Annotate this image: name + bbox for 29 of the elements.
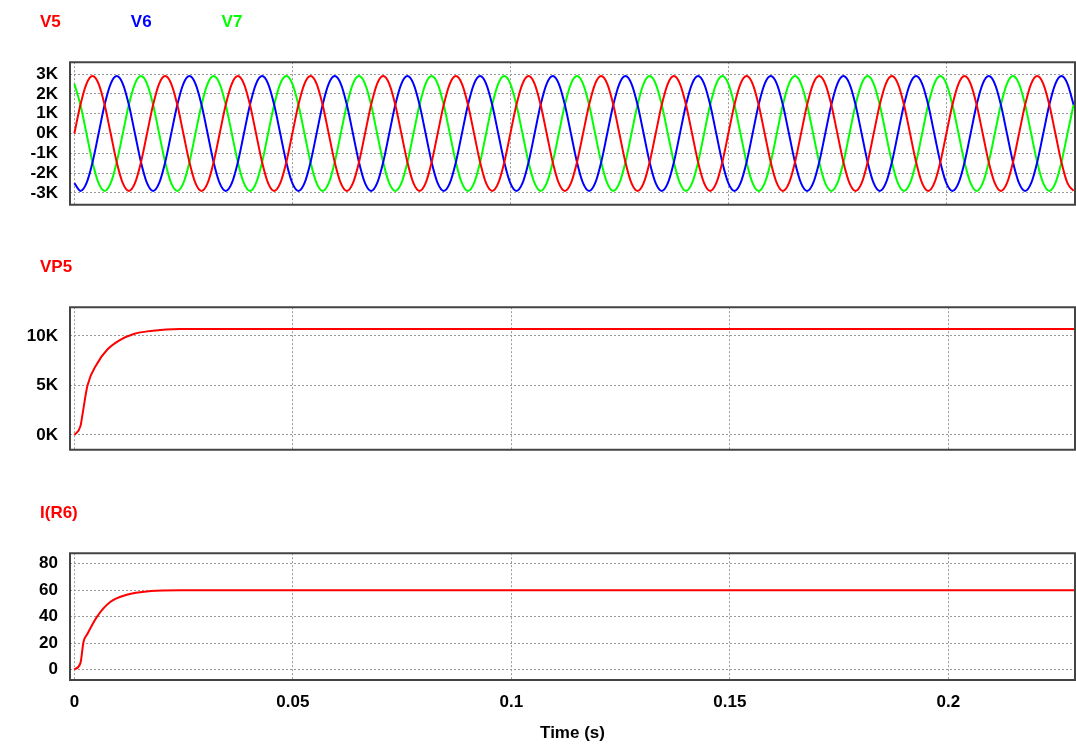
- y-tick-label: 2K: [36, 83, 59, 103]
- y-tick-label: 0K: [36, 123, 59, 143]
- y-tick-label: -1K: [30, 142, 59, 162]
- y-tick-label: -2K: [30, 162, 59, 182]
- line-series: [73, 75, 1075, 192]
- y-tick-label: 0K: [36, 424, 59, 444]
- line-series: [73, 327, 1075, 436]
- line-series: [73, 589, 1075, 671]
- x-tick-label: 0.05: [276, 691, 310, 711]
- y-tick-label: 5K: [36, 375, 59, 395]
- y-tick-label: -3K: [30, 182, 59, 202]
- x-tick-label: 0.15: [713, 691, 747, 711]
- y-tick-label: 10K: [26, 325, 59, 345]
- y-tick-label: 20: [39, 632, 58, 652]
- x-tick-label: 0.1: [499, 691, 524, 711]
- y-tick-label: 0: [48, 659, 58, 679]
- y-tick-label: 60: [39, 579, 58, 599]
- text: V6: [130, 12, 152, 32]
- text: V5: [40, 12, 61, 32]
- y-tick-label: 80: [39, 553, 58, 573]
- y-tick-label: 3K: [36, 63, 59, 83]
- x-tick-label: 0: [69, 691, 80, 711]
- x-tick-label: 0.2: [936, 691, 961, 711]
- text: V7: [221, 12, 243, 32]
- y-tick-label: 40: [39, 606, 58, 626]
- y-tick-label: 1K: [36, 103, 59, 123]
- x-axis-title: Time (s): [540, 723, 605, 743]
- text: I(R6): [40, 503, 78, 523]
- text: VP5: [40, 257, 73, 277]
